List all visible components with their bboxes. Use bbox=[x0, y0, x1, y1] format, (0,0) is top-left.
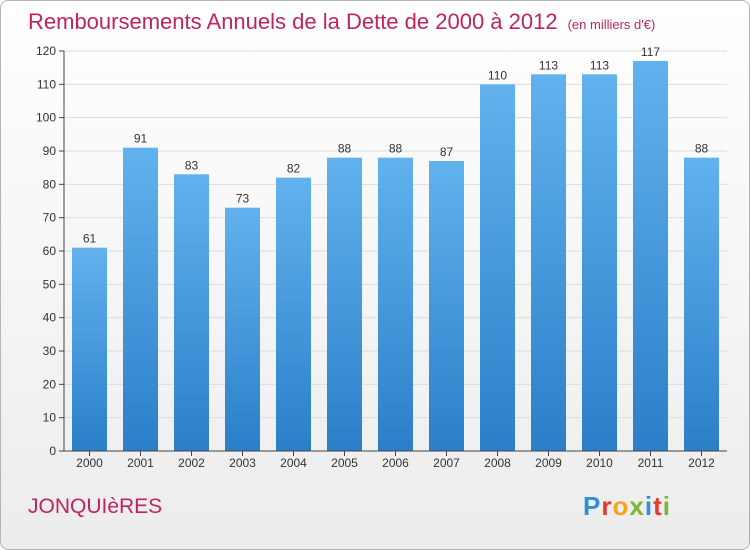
y-tick-label: 0 bbox=[49, 444, 56, 458]
data-label: 83 bbox=[185, 158, 199, 172]
x-tick-label: 2009 bbox=[535, 456, 562, 470]
data-label: 82 bbox=[287, 162, 301, 176]
bar-2012 bbox=[684, 157, 719, 451]
bar-2000 bbox=[72, 247, 107, 451]
bar-2009 bbox=[531, 74, 566, 451]
logo-letter: r bbox=[601, 491, 613, 521]
y-tick-label: 80 bbox=[43, 177, 57, 191]
y-tick-label: 30 bbox=[43, 344, 57, 358]
x-tick-label: 2001 bbox=[127, 456, 154, 470]
data-label: 110 bbox=[488, 68, 507, 82]
chart-title-text: Remboursements Annuels de la Dette de 20… bbox=[28, 9, 558, 34]
bar-2011 bbox=[633, 61, 668, 451]
x-tick-label: 2012 bbox=[688, 456, 715, 470]
x-tick-label: 2005 bbox=[331, 456, 358, 470]
data-label: 73 bbox=[236, 192, 250, 206]
data-label: 88 bbox=[338, 142, 352, 156]
bar-2007 bbox=[429, 161, 464, 451]
x-tick-label: 2003 bbox=[229, 456, 256, 470]
data-label: 113 bbox=[539, 58, 558, 72]
y-tick-label: 90 bbox=[43, 144, 57, 158]
data-label: 87 bbox=[440, 145, 454, 159]
bar-2002 bbox=[174, 174, 209, 452]
bar-2010 bbox=[582, 74, 617, 451]
data-label: 88 bbox=[389, 142, 403, 156]
data-label: 61 bbox=[83, 232, 97, 246]
labels: 0 10 20 30 40 50 60 70 80 90 100 110 120 61 2000 91 2001… bbox=[36, 44, 715, 470]
logo-letter: x bbox=[629, 491, 645, 521]
y-tick-label: 60 bbox=[43, 244, 57, 258]
logo-letter: i bbox=[644, 491, 654, 521]
bar-2003 bbox=[225, 207, 260, 451]
data-label: 91 bbox=[134, 132, 148, 146]
logo-letter: o bbox=[612, 491, 630, 521]
bars bbox=[72, 61, 719, 452]
x-tick-label: 2004 bbox=[280, 456, 307, 470]
y-tick-label: 20 bbox=[43, 377, 57, 391]
bar-2004 bbox=[276, 177, 311, 451]
logo-letter: P bbox=[583, 491, 602, 521]
y-tick-label: 70 bbox=[43, 211, 57, 225]
commune-name: JONQUIèRES bbox=[28, 495, 163, 518]
y-tick-label: 120 bbox=[36, 44, 56, 58]
bar-2005 bbox=[327, 157, 362, 451]
x-tick-label: 2000 bbox=[76, 456, 103, 470]
logo-letter: i bbox=[662, 491, 671, 521]
y-tick-label: 110 bbox=[37, 77, 56, 91]
proxiti-logo: Proxiti bbox=[583, 491, 671, 522]
x-tick-label: 2002 bbox=[178, 456, 205, 470]
chart-subtitle: (en milliers d'€) bbox=[567, 17, 656, 32]
bar-2001 bbox=[123, 147, 158, 451]
y-tick-label: 10 bbox=[43, 411, 57, 425]
bar-2008 bbox=[480, 84, 515, 451]
y-tick-label: 100 bbox=[36, 111, 56, 125]
y-tick-label: 40 bbox=[43, 311, 57, 325]
x-tick-label: 2008 bbox=[484, 456, 511, 470]
data-label: 117 bbox=[641, 45, 660, 59]
y-tick-label: 50 bbox=[43, 277, 57, 291]
x-tick-label: 2006 bbox=[382, 456, 409, 470]
bar-2006 bbox=[378, 157, 413, 451]
chart-title: Remboursements Annuels de la Dette de 20… bbox=[28, 9, 655, 35]
x-tick-label: 2007 bbox=[433, 456, 460, 470]
axes bbox=[59, 50, 727, 456]
logo-letter: t bbox=[653, 491, 663, 521]
x-tick-label: 2011 bbox=[638, 456, 664, 470]
data-label: 88 bbox=[695, 142, 709, 156]
x-tick-label: 2010 bbox=[586, 456, 613, 470]
data-label: 113 bbox=[590, 58, 609, 72]
